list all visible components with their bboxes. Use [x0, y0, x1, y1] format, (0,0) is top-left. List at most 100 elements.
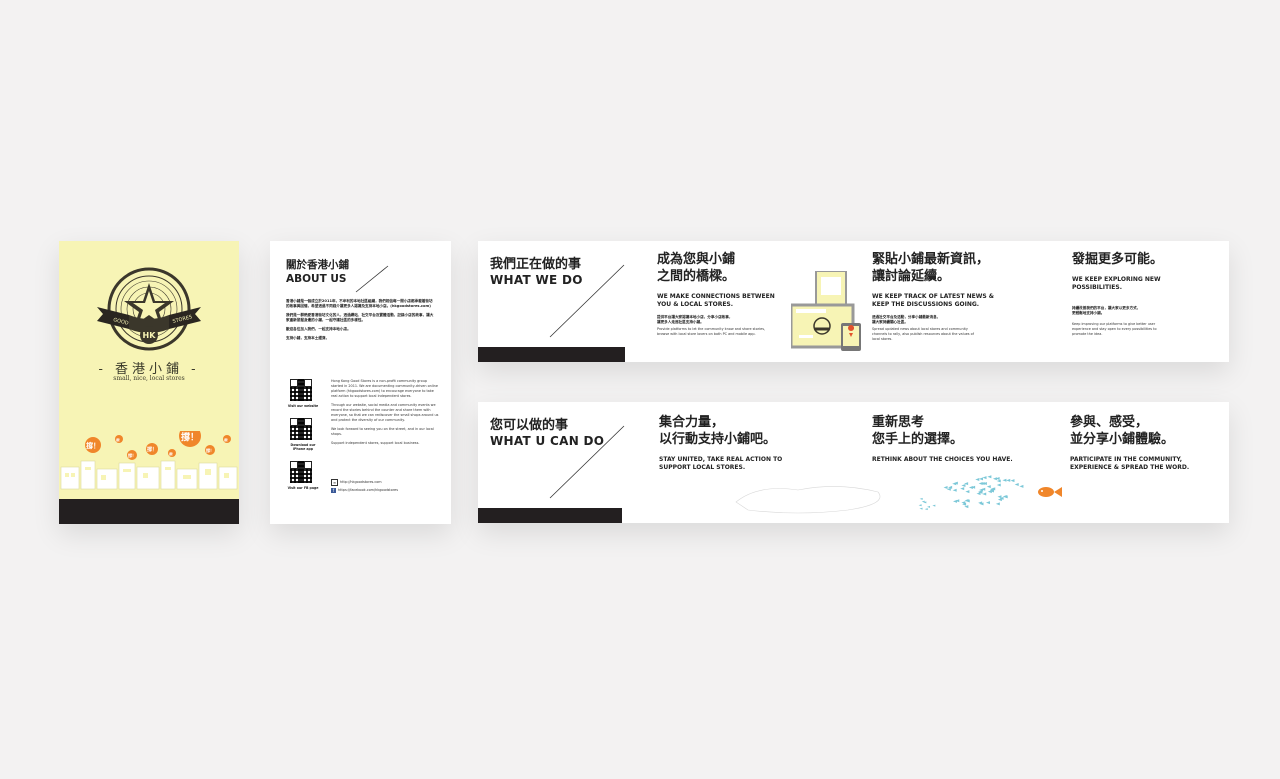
section-slash-line	[549, 425, 625, 499]
small-fish-icon	[979, 477, 984, 481]
qr-caption: Visit our website	[287, 404, 319, 408]
small-fish-icon	[943, 486, 948, 490]
about-title-zh: 關於香港小鋪	[286, 259, 349, 271]
small-fish-icon	[960, 487, 965, 491]
column-heading: 讓討論延續。	[872, 269, 951, 284]
small-fish-icon	[982, 482, 987, 486]
section-label-en: WHAT WE DO	[490, 273, 583, 287]
hk-good-stores-emblem: GOOD STORES HK	[97, 267, 201, 351]
brand-name-zh: - 香港小鋪 -	[98, 362, 200, 377]
column-subheading: WE KEEP TRACK OF LATEST NEWS &	[872, 293, 995, 300]
about-zh-paragraph: 我們是一群熱愛香港街坊文化的人，透過網站、社交平台及實體活動，記錄小店的故事，讓…	[286, 313, 434, 322]
support-bubble: 撐！	[128, 452, 136, 458]
small-fish-icon	[964, 499, 969, 503]
what-you-can-do-panel: 您可以做的事 WHAT U CAN DO 集合力量， 以行動支持小鋪吧。 STA…	[478, 402, 1229, 523]
small-fish-icon	[964, 505, 969, 509]
column-text-zh: 提供平台讓大家認識本地小店，分享小店故事，	[657, 315, 733, 319]
facebook-icon: f	[331, 488, 336, 493]
column-heading: 參與、感受，	[1070, 415, 1149, 430]
column-subheading: YOU & LOCAL STORES.	[657, 301, 734, 308]
column-heading: 並分享小鋪體驗。	[1070, 432, 1175, 447]
section-footer-bar	[478, 347, 625, 362]
column-heading: 集合力量，	[659, 415, 725, 430]
qr-caption: Visit our FB page	[287, 486, 319, 490]
small-fish-icon	[919, 507, 923, 510]
small-fish-icon	[1006, 478, 1011, 482]
small-fish-icon	[946, 487, 951, 491]
facebook-qr-code[interactable]	[290, 461, 312, 483]
small-fish-icon	[997, 498, 1002, 502]
mission-column: 成為您與小鋪 之間的橋樑。 WE MAKE CONNECTIONS BETWEE…	[657, 251, 775, 337]
link-icon: ∞	[331, 479, 338, 486]
small-fish-icon	[982, 476, 987, 480]
small-fish-icon	[948, 485, 953, 489]
small-fish-icon	[965, 490, 970, 494]
action-column: 集合力量， 以行動支持小鋪吧。 STAY UNITED, TAKE REAL A…	[659, 414, 782, 472]
small-fish-icon	[921, 500, 925, 503]
small-fish-icon	[953, 499, 958, 503]
small-fish-icon	[932, 504, 936, 507]
cover-footer-bar	[59, 499, 239, 524]
small-fish-icon	[952, 488, 957, 492]
small-fish-icon	[978, 490, 983, 494]
fish-school-illustration	[735, 475, 1062, 514]
small-fish-icon	[961, 483, 966, 487]
website-qr-code[interactable]	[290, 379, 312, 401]
column-subheading: STAY UNITED, TAKE REAL ACTION TO	[659, 456, 783, 463]
small-fish-icon	[989, 489, 994, 493]
section-label-zh: 您可以做的事	[490, 418, 569, 433]
small-fish-icon	[981, 487, 986, 491]
support-bubble: 撐！	[181, 431, 199, 443]
small-fish-icon	[996, 479, 1001, 483]
about-en-paragraph: Support independent stores, support loca…	[331, 441, 420, 445]
facebook-link[interactable]: https://facebook.com/hkgoodstores	[338, 488, 399, 492]
qr-caption: Download our iPhone app	[290, 443, 316, 451]
participate-column: 參與、感受， 並分享小鋪體驗。 PARTICIPATE IN THE COMMU…	[1070, 414, 1189, 472]
column-text-en: browse with local store lovers on both P…	[657, 332, 756, 336]
column-text-en: Keep improving our platforms to give bet…	[1072, 322, 1156, 326]
column-text-en: promote the idea.	[1072, 332, 1103, 336]
about-title-en: ABOUT US	[286, 273, 347, 285]
about-panel: 關於香港小鋪 ABOUT US 香港小鋪是一個成立於2011年，不牟利的本地社區…	[270, 241, 451, 524]
section-footer-bar	[478, 508, 622, 523]
support-bubble: 撐！	[224, 437, 230, 442]
small-fish-icon	[961, 501, 966, 505]
support-bubble: 撐！	[116, 437, 122, 442]
column-heading: 緊貼小鋪最新資訊，	[872, 252, 990, 267]
small-fish-icon	[982, 492, 987, 496]
emblem-text-left: GOOD	[113, 317, 130, 327]
section-label-en: WHAT U CAN DO	[490, 434, 605, 448]
orange-fish-icon	[1038, 487, 1062, 497]
small-fish-icon	[918, 504, 922, 507]
rethink-column: 重新思考 您手上的選擇。 RETHINK ABOUT THE CHOICES Y…	[872, 414, 1013, 464]
devices-illustration	[791, 271, 861, 351]
column-heading: 您手上的選擇。	[872, 432, 964, 447]
website-link[interactable]: http://hkgoodstores.com	[340, 480, 382, 484]
column-text-en: experience and stay open to every possib…	[1072, 327, 1157, 331]
column-text-zh: 更輕鬆地支持小鋪。	[1072, 311, 1105, 315]
small-fish-icon	[964, 482, 969, 486]
column-subheading: RETHINK ABOUT THE CHOICES YOU HAVE.	[872, 456, 1013, 463]
app-qr-code[interactable]	[290, 418, 312, 440]
column-text-zh: 持續改善我們的平台，讓大家以更多方式，	[1072, 306, 1141, 310]
about-zh-paragraph: 支持小鋪，支持本土經濟。	[286, 336, 330, 340]
small-fish-icon	[980, 482, 985, 486]
column-subheading: PARTICIPATE IN THE COMMUNITY,	[1070, 456, 1183, 463]
about-en-paragraph: Through our website, social media and co…	[331, 403, 439, 422]
column-heading: 發掘更多可能。	[1072, 252, 1164, 267]
column-text-zh: 透過社交平台及活動，分享小鋪最新消息，	[872, 315, 941, 319]
small-fish-icon	[999, 496, 1004, 500]
townscape-illustration: 撐！ 撐！ 撐！ 撐！ 撐！ 撐！ 撐！ 撐！	[59, 431, 239, 490]
what-we-do-panel: 我們正在做的事 WHAT WE DO 成為您與小鋪 之間的橋樑。 WE MAKE…	[478, 241, 1229, 362]
column-subheading: POSSIBILITIES.	[1072, 284, 1122, 291]
column-heading: 之間的橋樑。	[657, 269, 736, 284]
small-fish-icon	[997, 495, 1002, 499]
small-fish-icon	[995, 476, 1000, 480]
news-column: 緊貼小鋪最新資訊， 讓討論延續。 WE KEEP TRACK OF LATEST…	[872, 251, 994, 342]
small-fish-icon	[1014, 482, 1019, 486]
about-en-paragraph: We look forward to seeing you on the str…	[331, 427, 434, 436]
brand-tagline-en: small, nice, local stores	[113, 375, 185, 382]
column-subheading: KEEP THE DISCUSSIONS GOING.	[872, 301, 980, 308]
support-bubble: 撐！	[86, 441, 100, 450]
emblem-text-right: STORES	[172, 314, 193, 325]
